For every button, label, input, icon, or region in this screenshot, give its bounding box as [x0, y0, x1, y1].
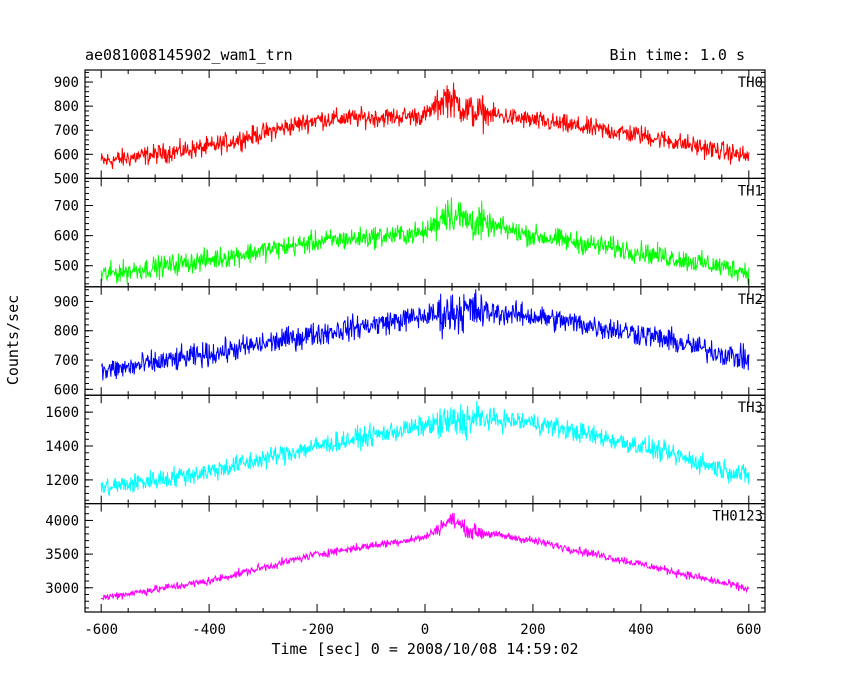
y-tick-label: 800 — [54, 99, 79, 115]
chart-title: ae081008145902_wam1_trn — [85, 46, 293, 64]
panel-th0123: 3000 3500 4000 TH0123 — [45, 503, 766, 613]
y-tick-label: 3500 — [45, 547, 79, 563]
panel-th2: 600 700 800 900 TH2 — [54, 286, 766, 398]
y-tick-label: 3000 — [45, 581, 79, 597]
x-tick-label: 600 — [736, 622, 761, 638]
y-tick-label: 600 — [54, 382, 79, 398]
panel-th3: 1200 1400 1600 TH3 — [45, 394, 766, 505]
y-tick-label: 700 — [54, 199, 79, 215]
x-tick-label: -400 — [192, 622, 226, 638]
panel-th1: 500 600 700 TH1 — [54, 177, 766, 288]
y-tick-label: 600 — [54, 147, 79, 163]
y-tick-label: 700 — [54, 123, 79, 139]
y-tick-label: 500 — [54, 171, 79, 187]
series-label: TH1 — [738, 183, 763, 199]
y-tick-label: 600 — [54, 229, 79, 245]
y-tick-label: 1200 — [45, 473, 79, 489]
y-tick-label: 4000 — [45, 513, 79, 529]
panels-group: 500 600 700 800 900 TH0 500 600 700 TH1 600 700 800 9… — [45, 69, 766, 638]
panel-frame — [84, 69, 766, 180]
series-line-th2 — [100, 289, 750, 381]
x-tick-label: 0 — [421, 622, 429, 638]
bin-time-label: Bin time: 1.0 s — [610, 46, 745, 64]
x-tick-label: 400 — [628, 622, 653, 638]
y-tick-label: 900 — [54, 294, 79, 310]
panel-frame — [84, 503, 766, 613]
panel-th0: 500 600 700 800 900 TH0 — [54, 69, 766, 187]
y-axis-label: Counts/sec — [4, 295, 22, 385]
y-tick-label: 900 — [54, 75, 79, 91]
series-line-th3 — [100, 400, 750, 497]
x-tick-label: -200 — [300, 622, 334, 638]
y-tick-label: 1600 — [45, 405, 79, 421]
y-tick-label: 700 — [54, 353, 79, 369]
series-label: TH3 — [738, 400, 763, 416]
series-label: TH0 — [738, 75, 763, 91]
series-line-th0123 — [100, 512, 750, 601]
series-label: TH2 — [738, 292, 763, 308]
series-line-th0 — [100, 82, 750, 170]
y-tick-label: 1400 — [45, 439, 79, 455]
series-label: TH0123 — [712, 509, 763, 525]
x-tick-label: 200 — [520, 622, 545, 638]
y-tick-label: 800 — [54, 324, 79, 340]
series-line-th1 — [100, 197, 750, 285]
x-tick-label: -600 — [84, 622, 118, 638]
x-axis-label: Time [sec] 0 = 2008/10/08 14:59:02 — [271, 640, 578, 658]
y-tick-label: 500 — [54, 259, 79, 275]
